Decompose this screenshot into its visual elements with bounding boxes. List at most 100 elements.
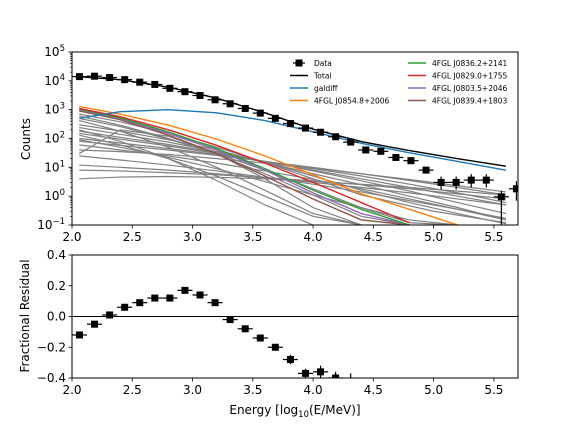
residual-point-12 [256, 334, 264, 342]
counts-x-tick-label-4: 4.0 [304, 230, 323, 244]
residual-y-ticks: −0.4 −0.2 0.0 0.2 0.4 [37, 248, 72, 385]
counts-y-tick-base-6: 10 [44, 45, 59, 59]
data-point-27 [482, 176, 490, 184]
data-point-4 [136, 78, 144, 86]
counts-x-tick-label-5: 4.5 [364, 230, 383, 244]
counts-y-tick-label-6: 105 [44, 44, 65, 59]
residual-point-15 [301, 369, 309, 377]
counts-y-tick-exp-0: −1 [52, 217, 65, 227]
residual-point-6 [166, 294, 174, 302]
residual-y-tick-label-1: −0.2 [37, 340, 66, 354]
legend-label-galdiff: galdiff [314, 84, 338, 93]
curve-4fgl-j0854-8-2006 [79, 105, 458, 225]
residual-point-5 [151, 294, 159, 302]
counts-y-tick-exp-2: 1 [60, 159, 65, 169]
counts-y-axis-label: Counts [19, 118, 33, 160]
data-point-10 [226, 100, 234, 108]
counts-y-tick-base-5: 10 [44, 74, 59, 88]
residual-point-3 [121, 303, 129, 311]
data-point-16 [317, 128, 325, 136]
counts-y-tick-label-5: 104 [44, 73, 65, 88]
legend-label-4fgl-j0829-0-1755: 4FGL J0829.0+1755 [432, 71, 508, 80]
residual-point-18 [347, 377, 355, 378]
data-point-20 [377, 147, 385, 155]
counts-x-tick-label-2: 3.0 [183, 230, 202, 244]
legend-marker-data [295, 59, 303, 67]
residual-point-11 [241, 325, 249, 333]
residual-point-0 [75, 331, 83, 339]
counts-y-tick-base-2: 10 [44, 160, 59, 174]
data-point-22 [407, 157, 415, 165]
x-axis-label-tail: (E/MeV)] [309, 403, 361, 417]
counts-x-ticks: 2.0 2.5 3.0 3.5 4.0 4.5 5.0 5.5 [62, 225, 503, 244]
curve-4fgl-j0839-4-1803 [79, 110, 410, 225]
x-axis-label-main: Energy [log [229, 403, 298, 417]
residual-x-tick-label-5: 4.5 [364, 383, 383, 397]
data-points [72, 72, 518, 225]
other-source-curve-6 [79, 129, 314, 225]
legend-label-data: Data [314, 59, 332, 68]
legend-label-total: Total [313, 71, 332, 80]
residual-point-2 [106, 311, 114, 319]
data-point-5 [151, 80, 159, 88]
residual-y-axis-label: Fractional Residual [18, 259, 32, 372]
data-point-29 [512, 185, 518, 193]
counts-y-tick-base-1: 10 [44, 189, 59, 203]
legend: Data Total galdiff 4FGL J0854.8+2006 4FGL J0… [290, 59, 508, 105]
residual-point-1 [91, 320, 99, 328]
data-point-24 [437, 178, 445, 186]
residual-x-tick-label-7: 5.5 [484, 383, 503, 397]
data-point-6 [166, 84, 174, 92]
curve-4fgl-j0836-2-2141 [79, 108, 410, 225]
data-point-7 [181, 88, 189, 96]
residual-point-16 [317, 368, 325, 376]
legend-label-4fgl-j0836-2-2141: 4FGL J0836.2+2141 [432, 59, 508, 68]
curve-4fgl-j0829-0-1755 [79, 107, 410, 224]
legend-label-4fgl-j0854-8-2006: 4FGL J0854.8+2006 [314, 96, 390, 105]
data-point-8 [196, 91, 204, 99]
counts-y-tick-base-3: 10 [44, 132, 59, 146]
residual-point-9 [211, 299, 219, 307]
x-axis-label-subscript: 10 [298, 410, 309, 420]
counts-y-tick-label-4: 103 [44, 102, 65, 117]
counts-y-tick-label-0: 10−1 [37, 217, 65, 232]
counts-panel: 2.0 2.5 3.0 3.5 4.0 4.5 5.0 5.5 10−110010110210… [19, 44, 519, 244]
residual-x-tick-label-0: 2.0 [62, 383, 81, 397]
residual-x-tick-label-1: 2.5 [123, 383, 142, 397]
residual-points [72, 286, 355, 378]
data-point-17 [332, 133, 340, 141]
counts-y-tick-exp-5: 4 [60, 73, 65, 83]
counts-x-tick-label-3: 3.5 [243, 230, 262, 244]
residual-panel: 2.0 2.5 3.0 3.5 4.0 4.5 5.0 5.5 −0.4 −0.2 0.0 0.2 0… [18, 248, 519, 420]
legend-label-4fgl-j0803-5-2046: 4FGL J0803.5+2046 [432, 84, 508, 93]
counts-x-tick-label-1: 2.5 [123, 230, 142, 244]
residual-y-tick-label-0: −0.4 [37, 371, 66, 385]
energy-x-axis-label: Energy [log10(E/MeV)] [229, 403, 360, 420]
residual-x-ticks: 2.0 2.5 3.0 3.5 4.0 4.5 5.0 5.5 [62, 378, 503, 397]
counts-y-tick-label-2: 101 [44, 159, 65, 174]
counts-y-tick-exp-1: 0 [60, 188, 65, 198]
residual-y-tick-label-3: 0.2 [47, 279, 66, 293]
data-point-3 [121, 76, 129, 84]
residual-point-8 [196, 291, 204, 299]
counts-y-tick-exp-4: 3 [60, 102, 65, 112]
data-point-9 [211, 96, 219, 104]
counts-y-tick-label-3: 102 [44, 131, 65, 146]
data-point-26 [467, 176, 475, 184]
data-point-14 [286, 120, 294, 128]
data-point-11 [241, 104, 249, 112]
data-point-25 [452, 178, 460, 186]
legend-label-4fgl-j0839-4-1803: 4FGL J0839.4+1803 [432, 96, 508, 105]
data-point-15 [301, 124, 309, 132]
data-point-0 [75, 73, 83, 81]
counts-y-tick-label-1: 100 [44, 188, 65, 203]
data-point-1 [91, 72, 99, 80]
counts-y-tick-exp-6: 5 [60, 44, 65, 54]
other-source-curve-4 [79, 124, 507, 225]
residual-point-7 [181, 286, 189, 294]
other-source-curve-5 [79, 126, 507, 221]
counts-y-tick-base-0: 10 [37, 218, 52, 232]
counts-y-tick-base-4: 10 [44, 103, 59, 117]
